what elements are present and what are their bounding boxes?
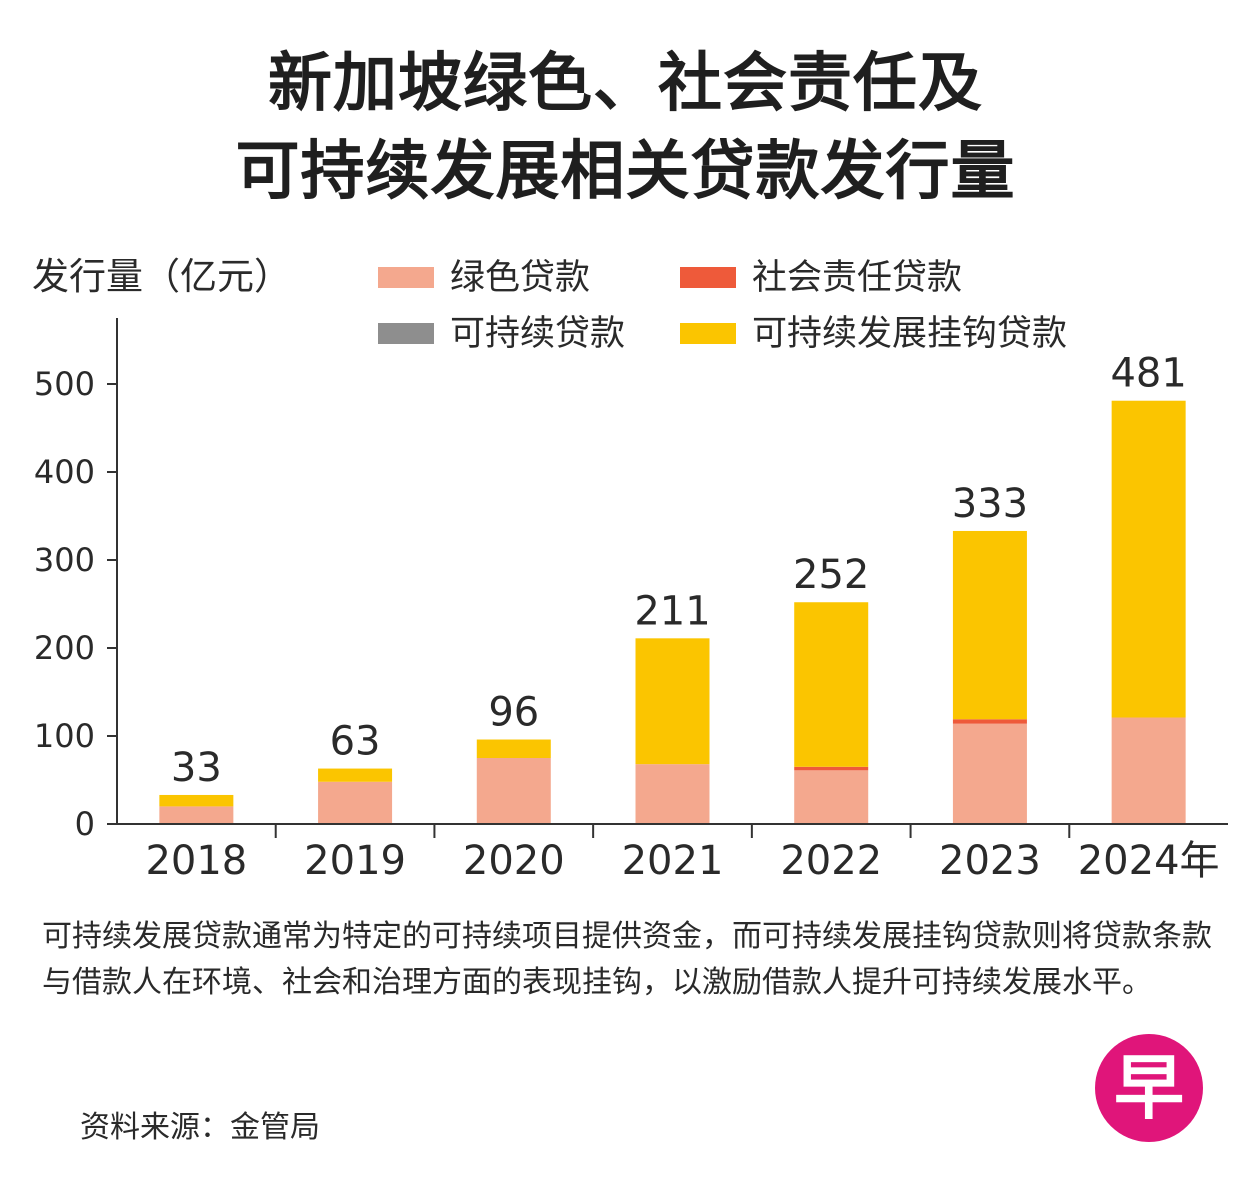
bar-segment-1 (794, 766, 869, 771)
bar-segment-0 (1111, 717, 1186, 824)
y-tick-label: 400 (34, 453, 95, 491)
y-axis-label: 发行量（亿元） (32, 255, 291, 298)
legend-label-sustainability-linked-loan: 可持续发展挂钩贷款 (752, 314, 1068, 354)
bar-segment-3 (635, 638, 710, 765)
y-tick-label: 100 (34, 717, 95, 755)
bar-segment-0 (318, 781, 393, 824)
x-tick-label: 2024年 (1078, 838, 1220, 884)
x-tick-label: 2019 (304, 838, 406, 884)
bar-segment-0 (794, 770, 869, 824)
legend-label-green-loan: 绿色贷款 (450, 258, 591, 298)
bar-total-label: 333 (952, 481, 1028, 527)
chart-title-line-1: 新加坡绿色、社会责任及 (268, 47, 983, 121)
y-tick-label: 300 (34, 541, 95, 579)
legend-swatch-social-loan (680, 267, 736, 288)
bar-segment-3 (1111, 400, 1186, 718)
zaobao-logo: 早 (1095, 1034, 1203, 1142)
x-tick-label: 2021 (622, 838, 724, 884)
bar-total-label: 96 (488, 690, 539, 736)
x-tick-label: 2020 (463, 838, 565, 884)
legend-swatch-sustainable-loan (378, 323, 434, 344)
legend-swatch-green-loan (378, 267, 434, 288)
x-tick-label: 2018 (145, 838, 247, 884)
source-credit: 资料来源：金管局 (80, 1110, 320, 1145)
legend-label-social-loan: 社会责任贷款 (752, 258, 963, 298)
bar-total-label: 481 (1110, 351, 1186, 397)
bar-segment-0 (635, 764, 710, 824)
bar-segment-0 (476, 758, 551, 824)
chart-title-line-2: 可持续发展相关贷款发行量 (235, 135, 1016, 209)
bar-segment-0 (952, 723, 1027, 824)
bar-segment-3 (952, 530, 1027, 720)
bar-total-label: 33 (171, 745, 222, 791)
y-tick-label: 0 (75, 805, 95, 843)
y-tick-label: 200 (34, 629, 95, 667)
bar-total-label: 211 (634, 588, 710, 634)
x-tick-label: 2023 (939, 838, 1041, 884)
stacked-bar-chart: 0 100 200 300 400 500 33 2018 63 2019 96 2020 211 202… (34, 318, 1228, 884)
bar-segment-3 (318, 768, 393, 782)
legend-label-sustainable-loan: 可持续贷款 (450, 314, 626, 354)
legend-swatch-sustainability-linked-loan (680, 323, 736, 344)
x-tick-label: 2022 (780, 838, 882, 884)
bar-segment-3 (476, 739, 551, 758)
bar-segment-3 (159, 794, 234, 807)
bar-segment-1 (952, 719, 1027, 724)
y-tick-label: 500 (34, 365, 95, 403)
bar-segment-0 (159, 806, 234, 824)
bar-total-label: 63 (330, 719, 381, 765)
footnote: 可持续发展贷款通常为特定的可持续项目提供资金，而可持续发展挂钩贷款则将贷款条款与… (42, 919, 1212, 1000)
bar-segment-3 (794, 602, 869, 767)
bar-total-label: 252 (793, 552, 869, 598)
